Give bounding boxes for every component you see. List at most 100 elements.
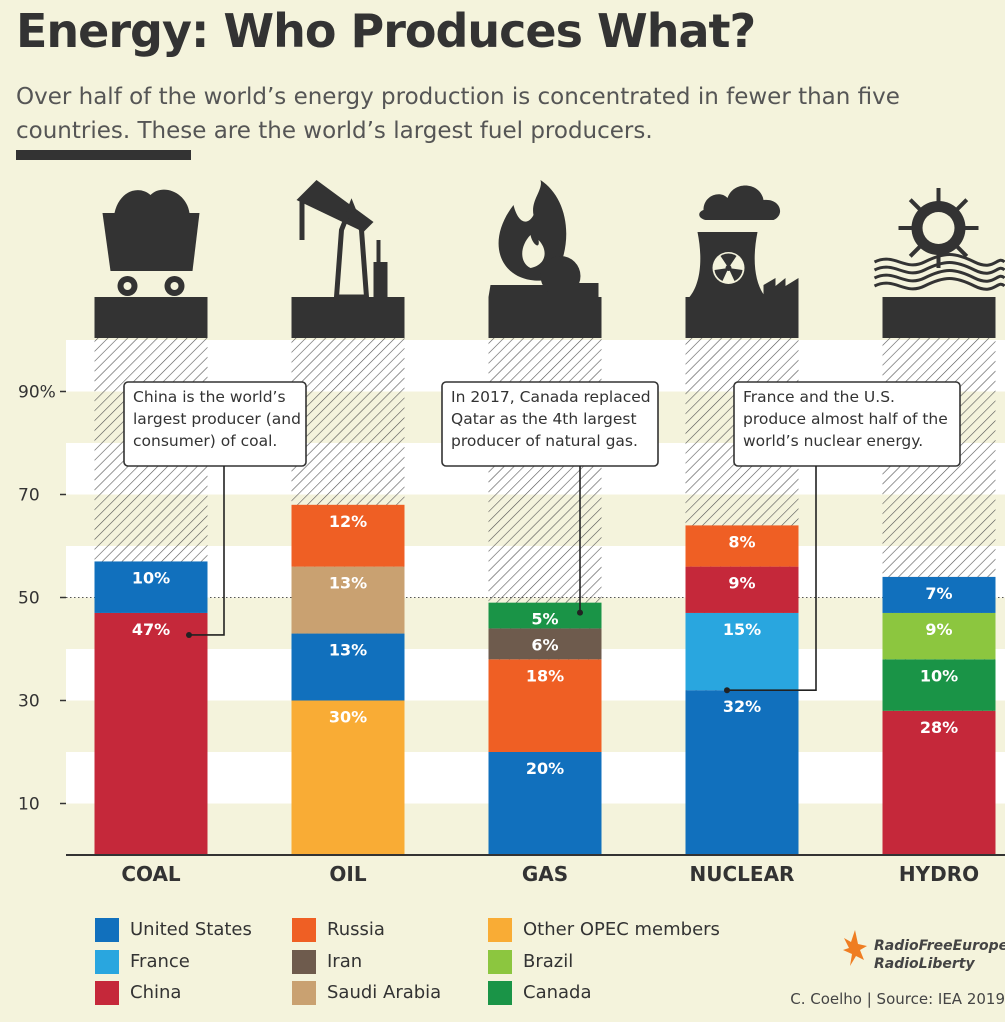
x-tick-label: NUCLEAR — [690, 862, 795, 886]
legend-swatch — [292, 981, 316, 1005]
icon-base — [488, 297, 602, 338]
coal-cart-icon — [94, 189, 208, 338]
legend-label: China — [130, 982, 182, 1003]
callout-text: France and the U.S. — [743, 388, 895, 406]
bar-label: 8% — [728, 532, 755, 551]
callout-leader — [189, 466, 225, 636]
hydro-turbine-icon — [873, 188, 1005, 338]
brand-line-1: RadioFreeEurope — [874, 938, 1005, 954]
bars: 47% 10% 30% 13% 13% 12% 20% 18% 6% 5% 32% 15% 9% 8% 28… — [94, 504, 996, 855]
annotation-callout: China is the world’s largest producer (an… — [123, 381, 307, 638]
category-icons — [94, 180, 1005, 338]
y-tick-label: 10 — [18, 795, 40, 815]
legend-swatch — [95, 981, 119, 1005]
bar-label: 9% — [728, 574, 755, 593]
bar-segment — [882, 710, 996, 855]
bar-segment — [291, 633, 405, 701]
bar-segment — [488, 602, 602, 629]
bar-label: 32% — [723, 697, 761, 716]
callout-text: In 2017, Canada replaced — [451, 388, 651, 406]
legend-swatch — [488, 918, 512, 942]
callout-box — [441, 381, 659, 467]
bar-label: 30% — [329, 708, 367, 727]
bar-segment — [685, 612, 799, 691]
legend-label: Canada — [523, 982, 592, 1003]
bar-segment — [685, 690, 799, 855]
callout-leader — [727, 466, 817, 692]
bar-segment — [94, 561, 208, 613]
legend-label: United States — [130, 919, 252, 940]
bar-segment — [488, 752, 602, 855]
callout-text: world’s nuclear energy. — [743, 432, 923, 450]
bar-label: 13% — [329, 641, 367, 660]
callout-text: Qatar as the 4th largest — [451, 410, 637, 428]
x-tick-label: GAS — [522, 862, 568, 886]
bar-segment — [291, 504, 405, 567]
legend-swatch — [292, 918, 316, 942]
bar-label: 28% — [920, 718, 958, 737]
icon-base — [685, 297, 799, 338]
bar-label: 10% — [920, 666, 958, 685]
bar-segment — [291, 700, 405, 855]
callout-text: largest producer (and — [133, 410, 301, 428]
y-tick-label: 50 — [18, 589, 40, 609]
bar-label: 6% — [531, 635, 558, 654]
brand-line-2: RadioLiberty — [874, 956, 975, 972]
callout-dot — [724, 687, 730, 694]
annotation-callout: In 2017, Canada replaced Qatar as the 4th… — [441, 381, 659, 616]
oil-pump-icon — [291, 180, 405, 338]
bar-segment — [94, 612, 208, 855]
legend-label: Other OPEC members — [523, 919, 720, 940]
legend-swatch — [95, 918, 119, 942]
y-tick-label: 90% — [18, 383, 56, 403]
bar-segment — [488, 659, 602, 752]
legend-label: Russia — [327, 919, 385, 940]
y-tick-label: 30 — [18, 692, 40, 712]
nuclear-plant-icon — [685, 185, 799, 338]
bar-segment — [882, 576, 996, 613]
bar-label: 7% — [925, 584, 952, 603]
bar-label: 13% — [329, 574, 367, 593]
credit-line: C. Coelho | Source: IEA 2019 — [790, 990, 1005, 1008]
chart-subtitle: Over half of the world’s energy producti… — [16, 84, 900, 144]
callout-dot — [577, 609, 583, 616]
legend-label: France — [130, 951, 190, 972]
x-tick-label: COAL — [121, 862, 181, 886]
torch-icon — [843, 930, 867, 966]
bar-segment — [685, 525, 799, 567]
bar-label: 10% — [132, 568, 170, 587]
annotations: China is the world’s largest producer (an… — [123, 381, 961, 694]
bar-segment — [291, 566, 405, 634]
bar-label: 12% — [329, 512, 367, 531]
bar-label: 47% — [132, 620, 170, 639]
x-axis: COAL OIL GAS NUCLEAR HYDRO — [66, 854, 1005, 886]
bar-segment — [882, 659, 996, 711]
callout-dot — [186, 631, 192, 638]
callout-text: producer of natural gas. — [451, 432, 638, 450]
chart-title: Energy: Who Produces What? — [16, 4, 756, 58]
bar-label: 20% — [526, 759, 564, 778]
y-axis: 10 30 50 70 90% — [18, 383, 66, 815]
legend-label: Brazil — [523, 951, 574, 972]
y-tick-label: 70 — [18, 486, 40, 506]
icon-base — [94, 297, 208, 338]
callout-box — [733, 381, 961, 467]
legend-swatch — [95, 950, 119, 974]
icon-base — [291, 297, 405, 338]
callout-text: produce almost half of the — [743, 410, 948, 428]
bar-label: 18% — [526, 666, 564, 685]
callout-text: China is the world’s — [133, 388, 286, 406]
icon-base — [882, 297, 996, 338]
bar-segment — [882, 612, 996, 660]
bar-label: 15% — [723, 620, 761, 639]
legend-swatch — [488, 981, 512, 1005]
bar-label: 5% — [531, 610, 558, 629]
bar-segment — [685, 566, 799, 613]
callout-text: consumer) of coal. — [133, 432, 277, 450]
x-tick-label: HYDRO — [899, 862, 979, 886]
bar-label: 9% — [925, 620, 952, 639]
gas-flame-icon — [488, 180, 602, 338]
bar-segment — [488, 628, 602, 660]
x-tick-label: OIL — [329, 862, 366, 886]
